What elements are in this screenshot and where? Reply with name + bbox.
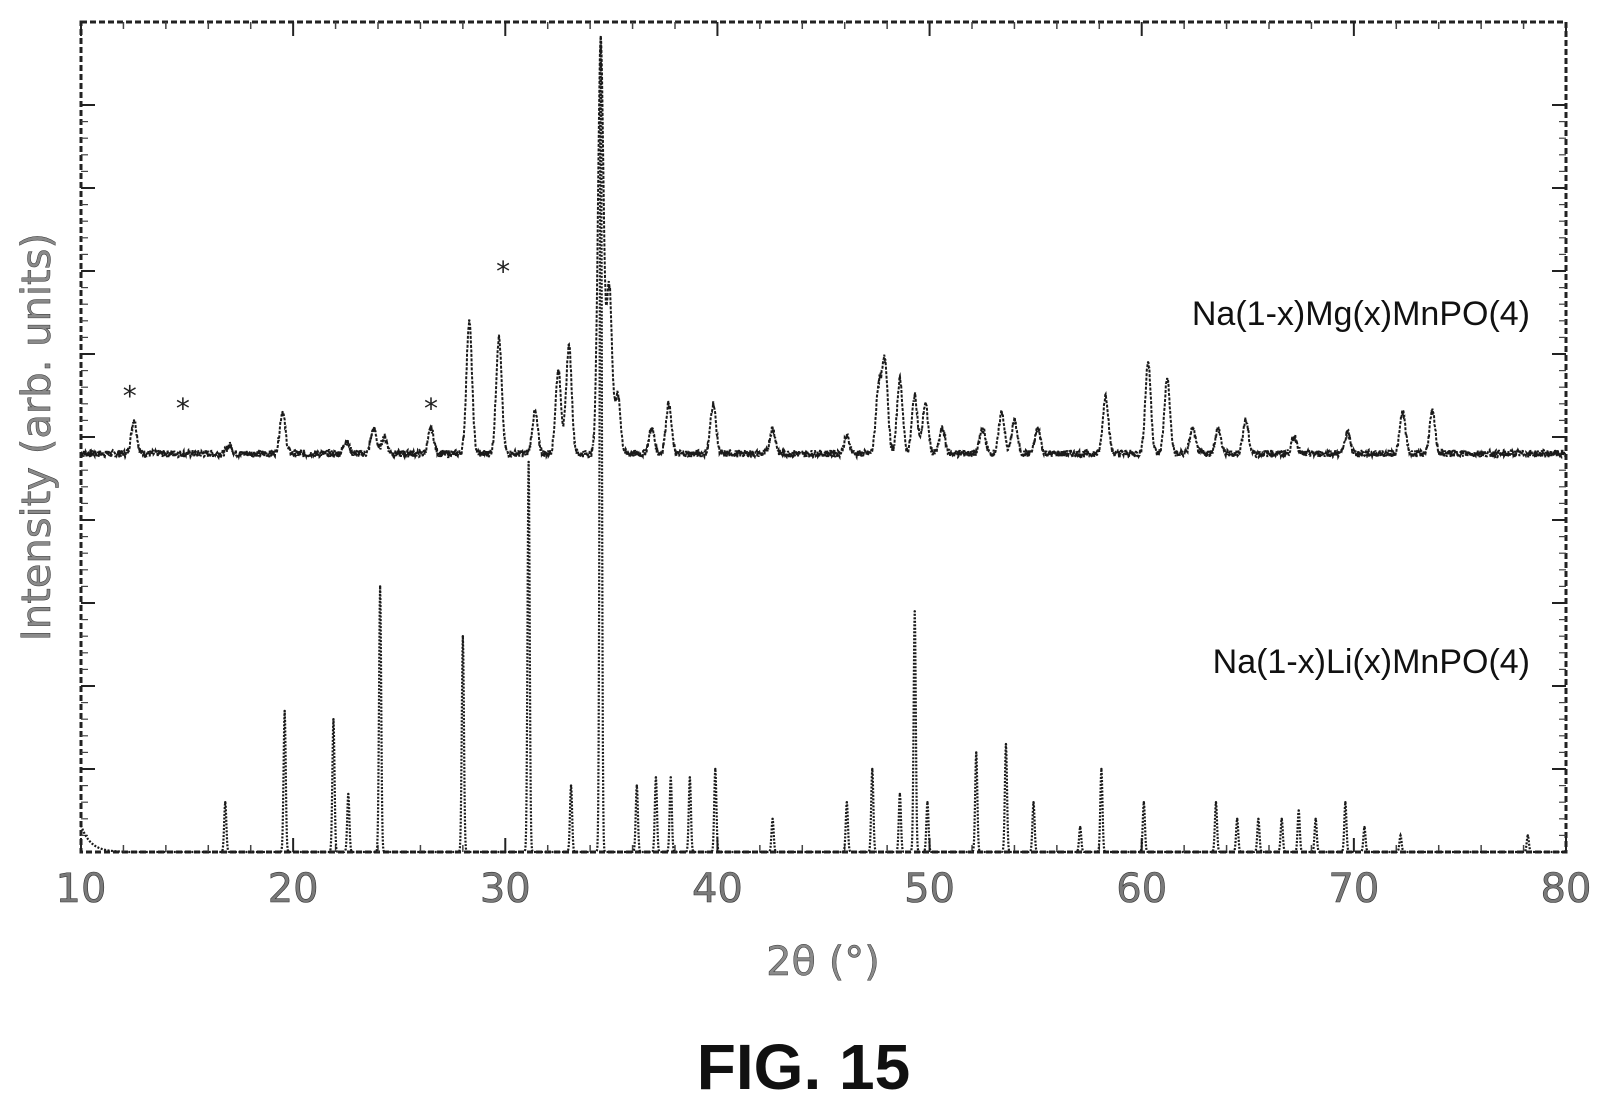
series-0-peak-10 xyxy=(557,369,560,372)
series-0-peak-8 xyxy=(497,336,501,339)
series-0-peak-25 xyxy=(941,427,944,430)
series-1-peak-22 xyxy=(1032,801,1035,804)
series-label-0: Na(1-x)Mg(x)MnPO(4) xyxy=(1192,295,1530,333)
series-1-peak-34 xyxy=(1399,834,1402,837)
x-tick-label: 80 xyxy=(1541,866,1592,912)
series-1-peak-5 xyxy=(461,635,465,638)
series-0-peak-37 xyxy=(1346,431,1349,435)
series-1-peak-26 xyxy=(1214,801,1218,804)
series-1-peak-16 xyxy=(871,767,874,771)
series-1-peak-17 xyxy=(898,792,902,796)
series-1-peak-11 xyxy=(669,776,672,779)
series-1-peak-0 xyxy=(224,801,227,804)
series-0-peak-23 xyxy=(913,394,916,397)
series-0-peak-6 xyxy=(429,427,433,430)
series-0-peak-20 xyxy=(877,386,880,389)
series-1-peak-31 xyxy=(1314,817,1317,820)
series-0-peak-32 xyxy=(1165,377,1169,381)
series-0-peak-29 xyxy=(1036,427,1039,430)
series-1-peak-27 xyxy=(1235,817,1239,820)
series-1-peak-14 xyxy=(771,817,774,820)
x-tick-label: 10 xyxy=(56,866,107,912)
series-0-peak-30 xyxy=(1104,394,1107,397)
series-0-peak-5 xyxy=(383,435,386,439)
series-layer xyxy=(79,35,1567,854)
xrd-chart: 10 20 30 40 50 60 70 80 Na(1-x)Mg(x)MnPO(4)Na(1… xyxy=(14,20,1592,985)
series-0-peak-13 xyxy=(608,286,611,289)
series-1-peak-1 xyxy=(283,709,286,713)
series-1-peak-4 xyxy=(378,585,382,588)
plot-frame xyxy=(79,20,1568,854)
series-1-peak-21 xyxy=(1004,742,1008,746)
series-1-peak-35 xyxy=(1526,834,1530,837)
x-tick-label: 40 xyxy=(692,866,743,912)
series-0-peak-28 xyxy=(1013,419,1016,422)
x-axis-title: 2θ (°) xyxy=(766,939,880,985)
series-0-peak-31 xyxy=(1146,361,1150,364)
x-tick-label: 30 xyxy=(480,866,531,912)
impurity-marker: * xyxy=(123,380,137,413)
series-1-peak-32 xyxy=(1344,801,1347,804)
series-0-peak-9 xyxy=(533,410,537,414)
series-1-peak-9 xyxy=(635,784,639,787)
x-tick-label: 50 xyxy=(904,866,955,912)
series-1-peak-29 xyxy=(1280,817,1283,820)
series-line-1 xyxy=(79,38,1566,854)
series-1-peak-18 xyxy=(913,610,916,613)
series-0-peak-4 xyxy=(372,427,375,430)
series-1-peak-3 xyxy=(347,792,350,796)
y-axis-title: Intensity (arb. units) xyxy=(14,233,60,641)
series-0-peak-15 xyxy=(650,427,653,430)
impurity-marker: * xyxy=(424,392,438,425)
series-0-peak-2 xyxy=(281,410,284,414)
series-0-peak-35 xyxy=(1244,419,1247,422)
series-1-peak-6 xyxy=(527,460,530,464)
series-1-peak-10 xyxy=(654,776,658,779)
series-0-peak-18 xyxy=(771,427,774,430)
series-1-peak-28 xyxy=(1257,817,1260,820)
series-0-peak-26 xyxy=(981,427,984,430)
axis-ticks: 10 20 30 40 50 60 70 80 xyxy=(55,22,1592,912)
series-label-1: Na(1-x)Li(x)MnPO(4) xyxy=(1213,643,1530,681)
series-1-peak-7 xyxy=(569,784,573,787)
series-0-peak-34 xyxy=(1216,427,1220,430)
series-1-peak-2 xyxy=(332,718,335,721)
series-0-peak-11 xyxy=(567,344,571,347)
series-1-peak-12 xyxy=(688,776,692,779)
series-0-peak-39 xyxy=(1431,410,1434,414)
series-0-peak-1 xyxy=(228,444,231,447)
series-1-peak-8 xyxy=(599,37,602,40)
series-1-peak-30 xyxy=(1297,809,1300,812)
series-0-peak-27 xyxy=(1000,410,1003,414)
series-1-peak-23 xyxy=(1078,825,1082,829)
series-line-0 xyxy=(80,35,1567,462)
series-1-peak-15 xyxy=(845,801,849,804)
series-1-peak-24 xyxy=(1100,767,1103,771)
series-0-peak-36 xyxy=(1293,435,1296,439)
series-1-peak-19 xyxy=(926,801,929,804)
series-0-peak-33 xyxy=(1191,427,1194,430)
impurity-marker: * xyxy=(176,392,190,425)
series-1-peak-33 xyxy=(1363,825,1366,829)
x-tick-label: 60 xyxy=(1116,866,1167,912)
figure-caption: FIG. 15 xyxy=(696,1031,911,1103)
series-0-peak-22 xyxy=(898,377,902,381)
series-0-peak-16 xyxy=(667,402,670,405)
series-0-peak-7 xyxy=(468,319,471,322)
x-tick-label: 20 xyxy=(268,866,319,912)
series-0-peak-24 xyxy=(924,402,927,405)
series-1-peak-20 xyxy=(975,751,978,754)
labels-layer: Na(1-x)Mg(x)MnPO(4) Na(1-x)Li(x)MnPO(4) * *… xyxy=(123,255,1530,681)
series-0-peak-17 xyxy=(711,402,715,405)
series-0-peak-19 xyxy=(845,435,849,439)
x-tick-label: 70 xyxy=(1328,866,1379,912)
series-0-peak-21 xyxy=(883,361,887,364)
series-1-peak-13 xyxy=(714,767,717,771)
series-0-peak-0 xyxy=(132,419,136,422)
series-0-peak-3 xyxy=(344,439,348,443)
series-0-peak-14 xyxy=(616,394,619,397)
impurity-marker: * xyxy=(496,255,510,288)
series-0-peak-38 xyxy=(1401,410,1404,414)
series-1-peak-25 xyxy=(1142,801,1146,804)
